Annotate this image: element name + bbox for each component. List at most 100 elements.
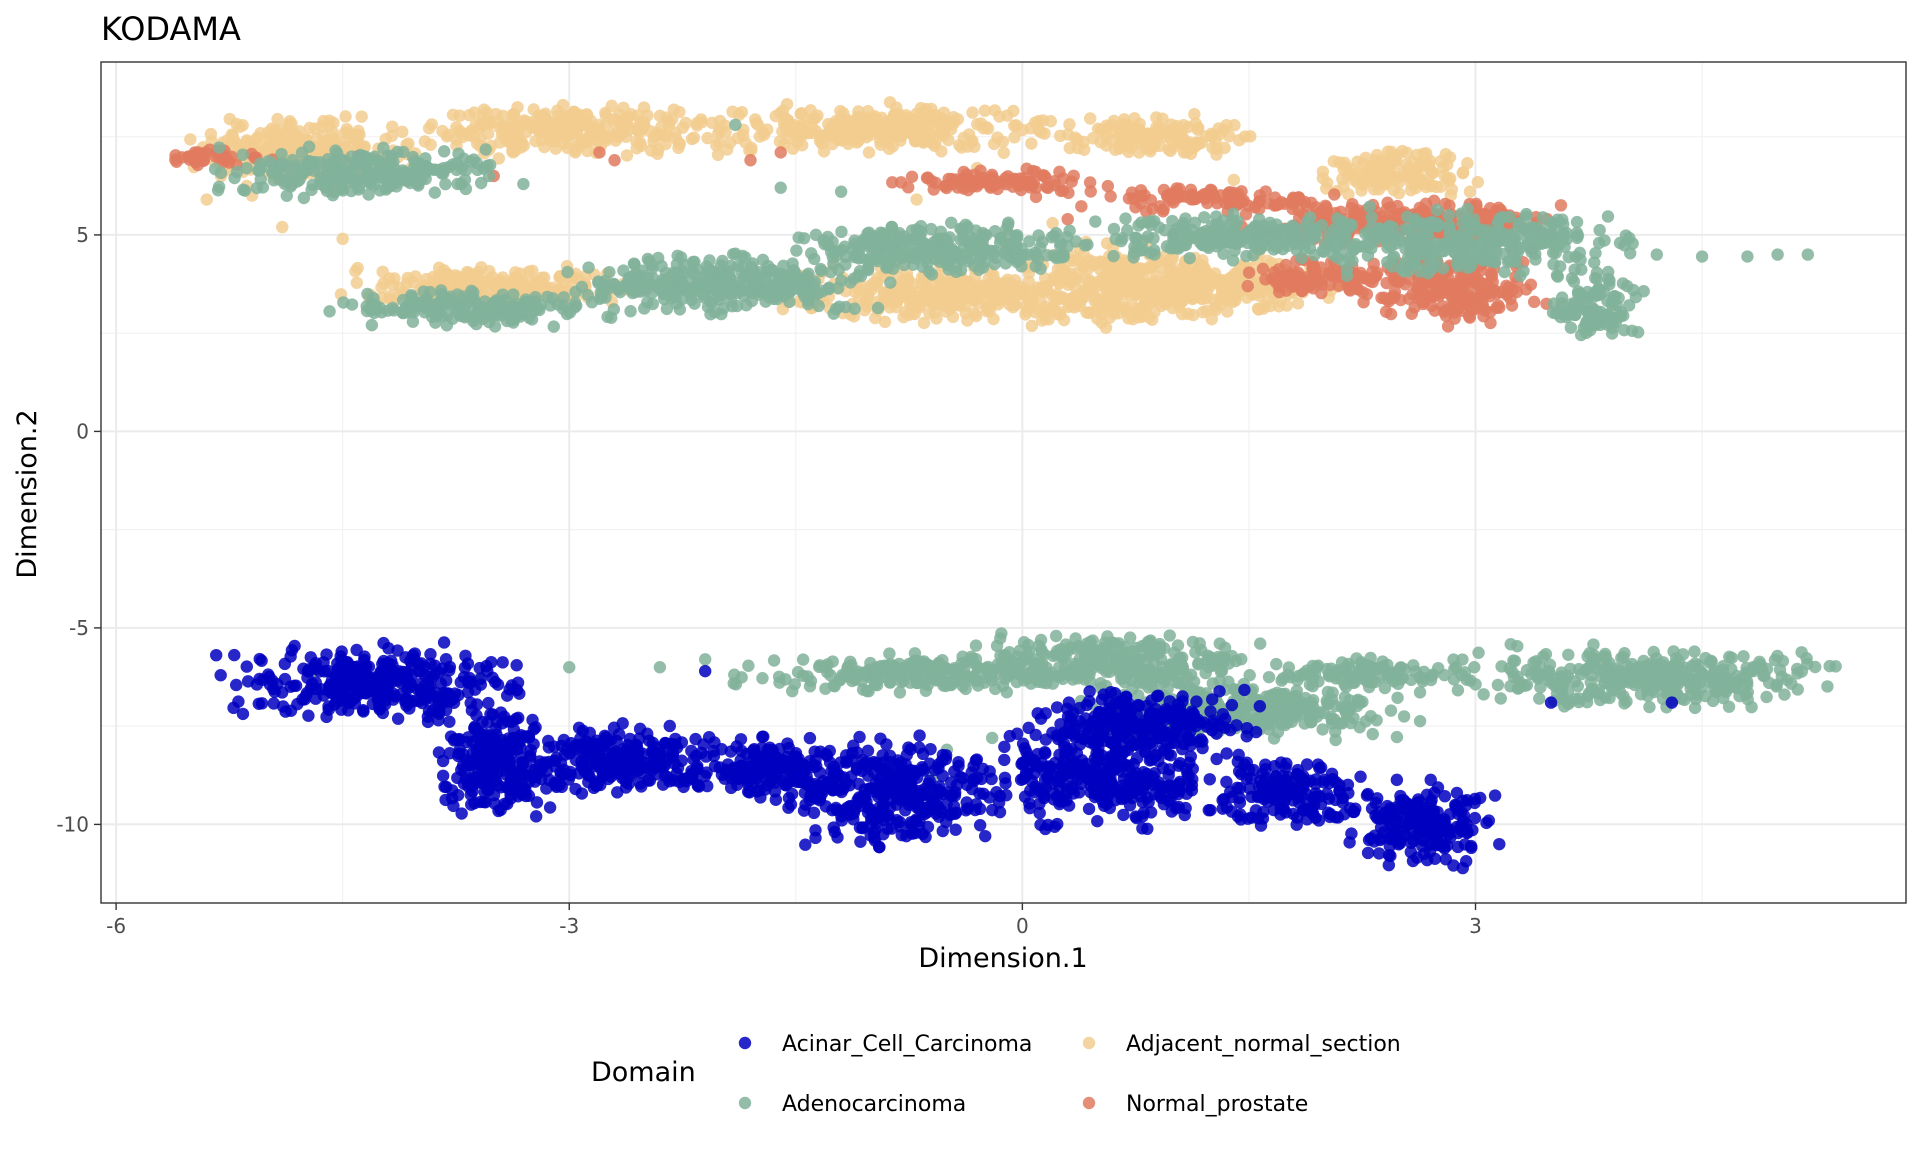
data-point [1343,283,1356,296]
data-point [1001,109,1014,122]
data-point [824,129,837,142]
data-point [1054,306,1067,319]
data-point [1120,266,1133,279]
data-point [476,275,489,289]
data-point [1016,123,1029,137]
data-point [925,268,939,281]
data-point [1008,131,1021,144]
data-point [432,273,445,286]
data-point [1107,114,1121,128]
data-point [1084,185,1097,198]
data-point [814,130,827,144]
data-point [942,291,955,304]
data-point [1180,145,1193,159]
data-point [396,306,410,320]
data-point [1309,230,1322,244]
data-point [1061,128,1075,141]
data-point [811,109,824,122]
data-point [1602,265,1615,279]
data-points [169,96,1842,875]
data-point [1581,285,1594,299]
data-point [871,672,885,685]
data-point [713,267,726,281]
data-point [1461,202,1474,216]
data-point [1062,186,1075,200]
data-point [822,282,836,296]
data-point [1044,115,1057,128]
data-point [1616,277,1630,290]
data-point [507,108,520,121]
data-point [1061,212,1074,226]
data-point [1560,226,1573,240]
data-point [458,301,471,314]
data-point [942,133,955,147]
data-point [835,225,848,239]
data-point [1128,126,1142,139]
data-point [303,121,317,135]
data-point [492,152,506,165]
data-point [634,115,647,128]
data-point [1210,148,1223,161]
data-point [1165,264,1179,278]
data-point [526,264,539,278]
data-point [1358,240,1371,253]
data-point [935,145,948,158]
data-point [990,175,1004,188]
data-point [388,172,401,186]
data-point [265,122,279,135]
data-point [1032,229,1045,242]
data-point [1316,244,1329,258]
data-point [351,134,364,147]
data-point [439,177,452,191]
data-point [469,118,483,131]
data-point [1089,215,1102,228]
data-point [599,119,612,132]
data-point [786,142,800,155]
data-point [1427,278,1440,291]
data-point [1420,241,1433,254]
data-point [1555,296,1569,310]
data-point [1227,173,1241,187]
data-point [1546,246,1560,259]
data-point [910,193,923,206]
data-point [575,118,589,132]
data-point [345,298,359,311]
data-point [1256,262,1270,276]
data-point [481,127,495,140]
data-point [1389,230,1402,244]
data-point [419,172,432,186]
data-point [1226,254,1240,267]
data-point [997,146,1011,159]
data-point [1512,218,1525,231]
data-point [1389,158,1402,171]
data-point [408,155,421,168]
data-point [1241,279,1254,293]
data-point [379,183,393,196]
data-point [883,647,896,660]
data-point [1063,275,1077,289]
data-point [1104,190,1117,203]
data-point [1233,195,1246,209]
data-point [1456,166,1470,179]
data-point [679,116,692,130]
data-point [861,262,875,275]
data-point [386,120,399,133]
data-point [345,150,358,163]
data-point [778,269,792,282]
data-point [350,276,363,289]
data-point [476,301,489,314]
data-point [1419,197,1433,210]
data-point [745,294,759,308]
data-point [1105,281,1118,294]
data-point [488,295,502,309]
data-point [1381,255,1394,269]
data-point [985,289,998,303]
data-point [959,682,972,696]
data-point [955,222,969,236]
data-point [1000,238,1013,251]
data-point [1063,141,1076,155]
data-point [703,254,716,267]
data-point [846,122,859,135]
data-point [424,138,437,151]
data-point [1018,666,1031,680]
